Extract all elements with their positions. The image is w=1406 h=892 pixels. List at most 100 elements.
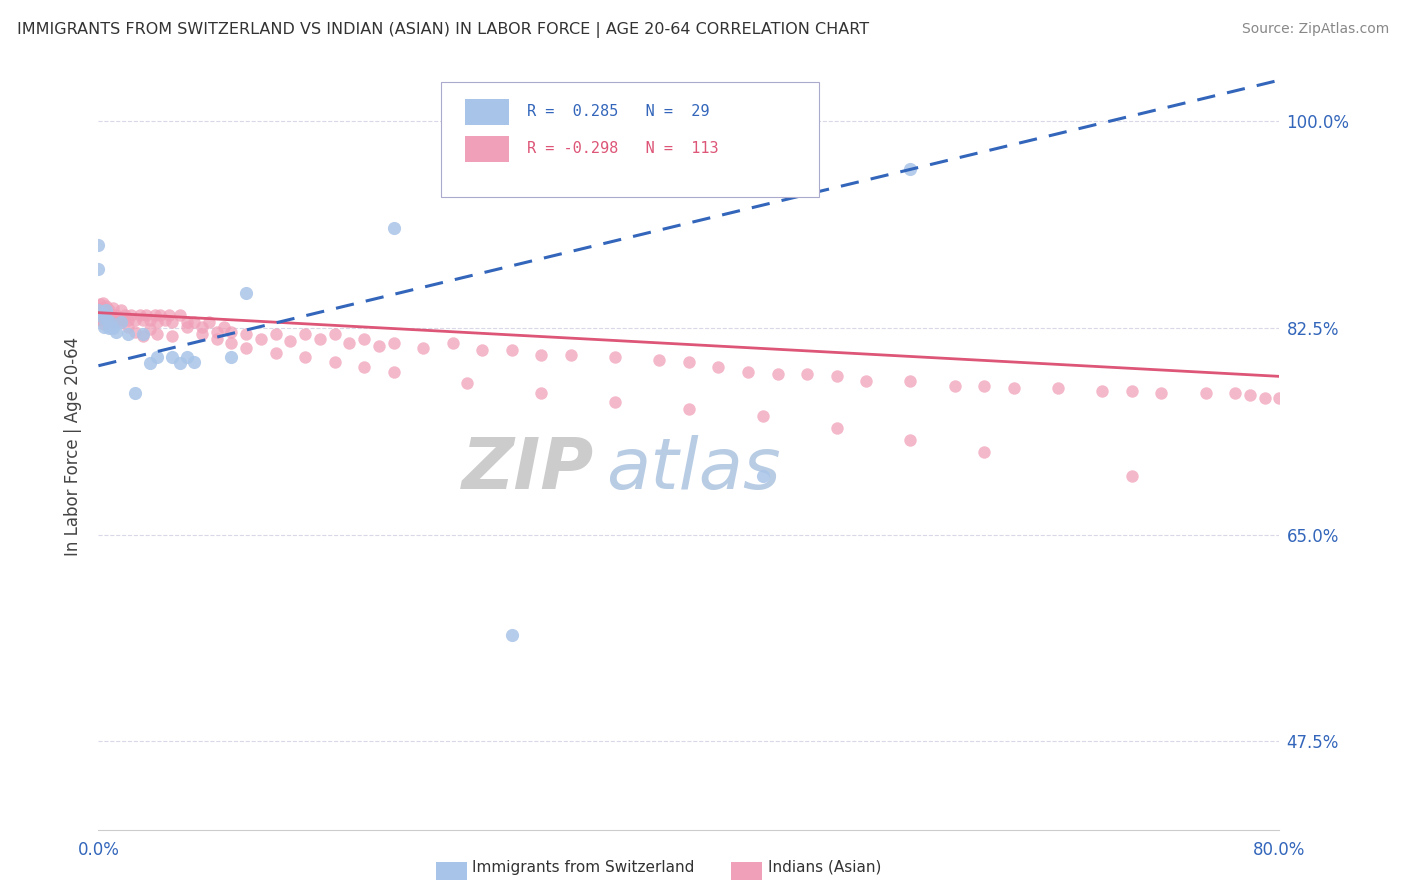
Point — [264, 345, 287, 359]
FancyBboxPatch shape — [441, 81, 818, 197]
Point — [111, 312, 134, 326]
Point — [139, 312, 162, 326]
Point — [117, 319, 139, 334]
Point — [501, 628, 523, 642]
Point — [1268, 391, 1291, 405]
Point — [294, 326, 316, 341]
Point — [707, 359, 730, 374]
Y-axis label: In Labor Force | Age 20-64: In Labor Force | Age 20-64 — [65, 336, 83, 556]
Point — [294, 351, 316, 365]
Point — [752, 409, 775, 424]
Point — [191, 326, 214, 341]
Point — [825, 369, 848, 384]
Text: Indians (Asian): Indians (Asian) — [768, 860, 882, 874]
Point — [212, 319, 235, 334]
Point — [96, 303, 118, 318]
Point — [117, 312, 139, 326]
Point — [128, 308, 150, 322]
Point — [382, 336, 405, 351]
Point — [412, 341, 434, 355]
Point — [143, 308, 166, 322]
Point — [183, 315, 205, 329]
Point — [89, 297, 111, 311]
Point — [1046, 381, 1070, 395]
Point — [1254, 391, 1277, 405]
Point — [87, 303, 110, 318]
Point — [766, 367, 789, 381]
Point — [135, 308, 157, 322]
Point — [1195, 385, 1218, 400]
Text: IMMIGRANTS FROM SWITZERLAND VS INDIAN (ASIAN) IN LABOR FORCE | AGE 20-64 CORRELA: IMMIGRANTS FROM SWITZERLAND VS INDIAN (A… — [17, 22, 869, 38]
Point — [146, 351, 169, 365]
Point — [221, 336, 243, 351]
Point — [198, 315, 221, 329]
Point — [605, 395, 627, 409]
Point — [162, 315, 183, 329]
Point — [176, 315, 198, 329]
Point — [191, 319, 214, 334]
Point — [90, 309, 112, 323]
Point — [124, 385, 146, 400]
Point — [855, 374, 877, 388]
Point — [96, 312, 118, 326]
Point — [235, 326, 257, 341]
Point — [103, 301, 125, 315]
Point — [100, 319, 122, 334]
Point — [93, 318, 115, 332]
Point — [752, 468, 775, 483]
Point — [678, 355, 700, 369]
Bar — [464, 99, 509, 126]
Point — [825, 421, 848, 435]
Point — [900, 433, 922, 447]
Point — [221, 351, 243, 365]
Point — [105, 325, 128, 339]
Point — [1239, 388, 1261, 402]
Point — [114, 308, 136, 322]
Point — [605, 351, 627, 365]
Point — [1091, 384, 1114, 398]
Point — [105, 308, 128, 322]
Point — [1150, 385, 1173, 400]
Point — [501, 343, 523, 358]
Point — [280, 334, 302, 348]
Point — [124, 312, 146, 326]
Point — [110, 315, 132, 329]
Point — [90, 312, 112, 326]
Point — [93, 319, 115, 334]
Point — [132, 312, 155, 326]
Point — [94, 312, 117, 326]
Text: Immigrants from Switzerland: Immigrants from Switzerland — [472, 860, 695, 874]
Point — [323, 326, 346, 341]
Point — [530, 385, 553, 400]
Point — [1002, 381, 1025, 395]
Point — [796, 367, 818, 381]
Point — [89, 308, 111, 322]
Point — [1225, 385, 1247, 400]
Point — [110, 303, 132, 318]
Text: R = -0.298   N =  113: R = -0.298 N = 113 — [527, 141, 718, 156]
Point — [169, 356, 191, 370]
Point — [1121, 384, 1143, 398]
Point — [139, 356, 162, 370]
Point — [1121, 468, 1143, 483]
Text: R =  0.285   N =  29: R = 0.285 N = 29 — [527, 104, 710, 119]
Point — [107, 312, 129, 326]
Point — [264, 326, 287, 341]
Text: Source: ZipAtlas.com: Source: ZipAtlas.com — [1241, 22, 1389, 37]
Point — [678, 402, 700, 417]
Point — [737, 365, 759, 379]
Point — [94, 303, 117, 318]
Point — [94, 308, 117, 322]
Point — [176, 351, 198, 365]
Point — [98, 315, 121, 329]
Point — [169, 308, 191, 322]
Point — [146, 326, 169, 341]
Point — [90, 301, 112, 315]
Point — [339, 336, 361, 351]
Point — [87, 308, 110, 322]
Point — [205, 332, 228, 346]
Point — [973, 379, 995, 393]
Point — [471, 343, 494, 358]
Point — [124, 325, 146, 339]
Point — [132, 329, 155, 343]
